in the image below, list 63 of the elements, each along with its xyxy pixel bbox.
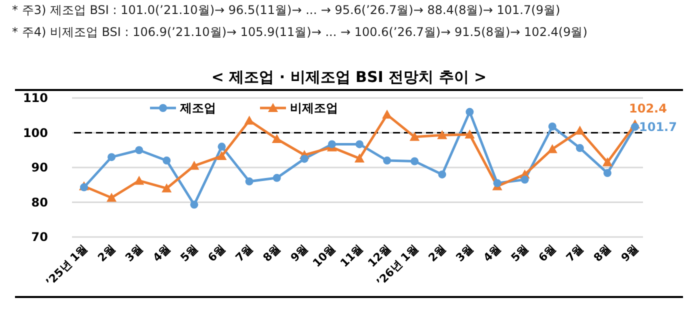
point bbox=[466, 108, 474, 116]
point bbox=[244, 116, 254, 125]
point bbox=[382, 110, 392, 119]
y-tick-label: 70 bbox=[31, 230, 48, 244]
point bbox=[134, 176, 144, 185]
point bbox=[493, 179, 502, 188]
x-tick-label: 5월 bbox=[508, 242, 531, 264]
x-tick-label: 7월 bbox=[564, 242, 586, 264]
point bbox=[464, 129, 475, 138]
x-tick-label: 5월 bbox=[178, 242, 200, 264]
x-tick-label: 8월 bbox=[260, 242, 283, 264]
point bbox=[190, 200, 198, 209]
point bbox=[437, 130, 448, 140]
point bbox=[189, 160, 200, 170]
point bbox=[383, 156, 392, 165]
x-tick-label: 4월 bbox=[480, 242, 504, 264]
point bbox=[356, 140, 364, 148]
point bbox=[547, 144, 558, 154]
x-tick-label: 2월 bbox=[426, 242, 448, 264]
point bbox=[548, 122, 556, 130]
x-tick-label: 8월 bbox=[591, 242, 614, 264]
point bbox=[216, 151, 227, 160]
y-tick-label: 90 bbox=[31, 160, 48, 174]
legend-label: 비제조업 bbox=[290, 101, 338, 115]
x-tick-label: 9월 bbox=[618, 242, 642, 264]
text: * 주3) 제조업 BSI : 101.0(’21.10월)→ 96.5(11월)→ ... → 95.6(’26.7월)→ 88.4(8월)→ 101.7(9월) bbox=[12, 3, 560, 17]
legend-label: 제조업 bbox=[179, 101, 216, 115]
x-tick-label: 4월 bbox=[150, 242, 173, 264]
y-tick-label: 80 bbox=[31, 195, 48, 210]
x-tick-label: 3월 bbox=[453, 242, 476, 264]
x-tick-label: 3월 bbox=[122, 242, 146, 264]
y-tick-label: 100 bbox=[22, 126, 48, 140]
point bbox=[603, 169, 612, 178]
point bbox=[354, 153, 364, 162]
chart-title: < 제조업 · 비제조업 BSI 전망치 추이 > bbox=[211, 68, 487, 86]
point bbox=[576, 144, 584, 152]
point bbox=[135, 146, 144, 154]
point bbox=[520, 176, 529, 184]
y-tick-label: 110 bbox=[22, 91, 48, 105]
x-tick-label: 6월 bbox=[536, 242, 558, 264]
point bbox=[218, 142, 226, 151]
point bbox=[162, 156, 171, 165]
point bbox=[602, 157, 612, 166]
x-tick-label: 6월 bbox=[205, 242, 228, 264]
point bbox=[272, 174, 281, 182]
point bbox=[438, 170, 446, 178]
x-tick-label: 9월 bbox=[288, 242, 311, 264]
point bbox=[328, 140, 336, 148]
point bbox=[106, 192, 117, 202]
point bbox=[574, 126, 585, 135]
point bbox=[108, 153, 116, 162]
point bbox=[410, 132, 420, 141]
point bbox=[272, 134, 282, 144]
data-label: 101.7 bbox=[639, 120, 677, 134]
point bbox=[410, 157, 419, 166]
point bbox=[631, 122, 639, 131]
point bbox=[245, 177, 254, 186]
data-label: 102.4 bbox=[629, 101, 667, 116]
point bbox=[300, 154, 308, 163]
x-tick-label: 2월 bbox=[95, 242, 118, 264]
x-tick-label: 7월 bbox=[233, 242, 256, 264]
point bbox=[162, 183, 172, 192]
text: * 주4) 비제조업 BSI : 106.9(’21.10월)→ 105.9(11월)→ ... → 100.6(’26.7월)→ 91.5(8월)→ 102.4(9월) bbox=[12, 25, 588, 39]
